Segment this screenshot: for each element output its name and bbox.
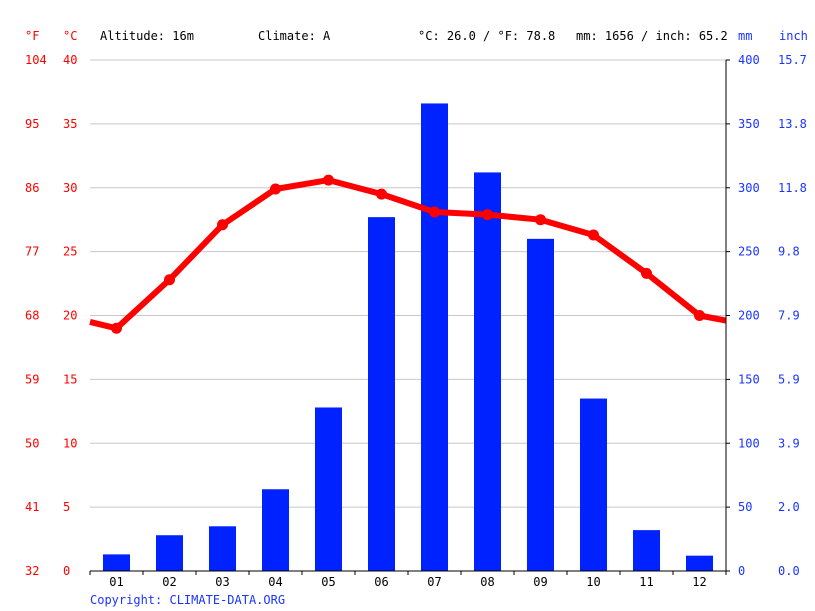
mm-tick-label: 400 <box>738 53 760 67</box>
inch-tick-label: 13.8 <box>778 117 807 131</box>
fahrenheit-tick-label: 77 <box>25 245 39 259</box>
temperature-point <box>535 214 546 226</box>
fahrenheit-tick-label: 68 <box>25 309 39 323</box>
celsius-tick-label: 5 <box>63 500 70 514</box>
precipitation-bar <box>633 530 660 571</box>
precipitation-bar <box>368 217 395 571</box>
temperature-point <box>111 322 122 334</box>
fahrenheit-tick-label: 86 <box>25 181 39 195</box>
celsius-tick-label: 25 <box>63 245 77 259</box>
precipitation-bar <box>686 555 713 571</box>
inch-tick-label: 0.0 <box>778 564 800 578</box>
altitude-label: Altitude: 16m <box>100 29 194 43</box>
precipitation-bar <box>103 554 130 571</box>
fahrenheit-tick-label: 32 <box>25 564 39 578</box>
precipitation-bar <box>421 103 448 571</box>
mm-tick-label: 250 <box>738 245 760 259</box>
temperature-point <box>482 209 493 221</box>
month-tick-label: 03 <box>215 575 229 589</box>
temperature-series-line <box>89 177 727 332</box>
temperature-point <box>588 229 599 241</box>
climate-label: Climate: A <box>258 29 331 43</box>
inch-tick-label: 5.9 <box>778 372 800 386</box>
left-outer-unit-label: °F <box>25 29 39 43</box>
month-tick-label: 11 <box>639 575 653 589</box>
month-tick-label: 06 <box>374 575 388 589</box>
mm-tick-label: 50 <box>738 500 752 514</box>
fahrenheit-tick-label: 59 <box>25 372 39 386</box>
fahrenheit-tick-label: 50 <box>25 436 39 450</box>
month-tick-label: 12 <box>692 575 706 589</box>
month-tick-label: 10 <box>586 575 600 589</box>
precipitation-total-label: mm: 1656 / inch: 65.2 <box>576 29 728 43</box>
celsius-tick-label: 35 <box>63 117 77 131</box>
precipitation-bar <box>474 172 501 572</box>
copyright-text: Copyright: CLIMATE-DATA.ORG <box>90 593 285 607</box>
celsius-tick-label: 0 <box>63 564 70 578</box>
axes: 32 0 0 0.0 41 5 50 2.0 50 10 100 3.9 59 15 150 5.9 68 20 2… <box>25 53 807 589</box>
celsius-tick-label: 20 <box>63 309 77 323</box>
temperature-point <box>694 310 705 321</box>
precipitation-bar <box>262 489 289 571</box>
celsius-tick-label: 40 <box>63 53 77 67</box>
precipitation-bar <box>527 238 554 571</box>
precipitation-bar <box>580 398 607 571</box>
temperature-point <box>641 267 652 279</box>
temperature-point <box>376 188 387 200</box>
temperature-point <box>323 174 334 186</box>
inch-tick-label: 7.9 <box>778 309 800 323</box>
temperature-average-label: °C: 26.0 / °F: 78.8 <box>418 29 555 43</box>
month-tick-label: 02 <box>162 575 176 589</box>
mm-tick-label: 200 <box>738 309 760 323</box>
temperature-point <box>270 183 281 195</box>
mm-tick-label: 300 <box>738 181 760 195</box>
month-tick-label: 04 <box>268 575 282 589</box>
month-tick-label: 01 <box>109 575 123 589</box>
inch-tick-label: 9.8 <box>778 245 800 259</box>
month-tick-label: 05 <box>321 575 335 589</box>
celsius-tick-label: 15 <box>63 372 77 386</box>
month-tick-label: 09 <box>533 575 547 589</box>
temperature-point <box>429 206 440 218</box>
precipitation-bar <box>209 526 236 571</box>
right-outer-unit-label: inch <box>779 29 808 43</box>
celsius-tick-label: 10 <box>63 436 77 450</box>
mm-tick-label: 350 <box>738 117 760 131</box>
celsius-tick-label: 30 <box>63 181 77 195</box>
inch-tick-label: 2.0 <box>778 500 800 514</box>
mm-tick-label: 0 <box>738 564 745 578</box>
left-inner-unit-label: °C <box>63 29 77 43</box>
temperature-point <box>164 274 175 286</box>
right-inner-unit-label: mm <box>738 29 752 43</box>
temperature-point <box>217 219 228 231</box>
fahrenheit-tick-label: 95 <box>25 117 39 131</box>
mm-tick-label: 150 <box>738 372 760 386</box>
inch-tick-label: 3.9 <box>778 436 800 450</box>
mm-tick-label: 100 <box>738 436 760 450</box>
precipitation-bar <box>315 407 342 571</box>
temperature-line <box>89 174 727 334</box>
month-tick-label: 07 <box>427 575 441 589</box>
inch-tick-label: 11.8 <box>778 181 807 195</box>
fahrenheit-tick-label: 41 <box>25 500 39 514</box>
inch-tick-label: 15.7 <box>778 53 807 67</box>
precipitation-bar <box>156 535 183 571</box>
gridlines <box>90 59 726 508</box>
month-tick-label: 08 <box>480 575 494 589</box>
precipitation-bars <box>103 103 713 572</box>
fahrenheit-tick-label: 104 <box>25 53 47 67</box>
